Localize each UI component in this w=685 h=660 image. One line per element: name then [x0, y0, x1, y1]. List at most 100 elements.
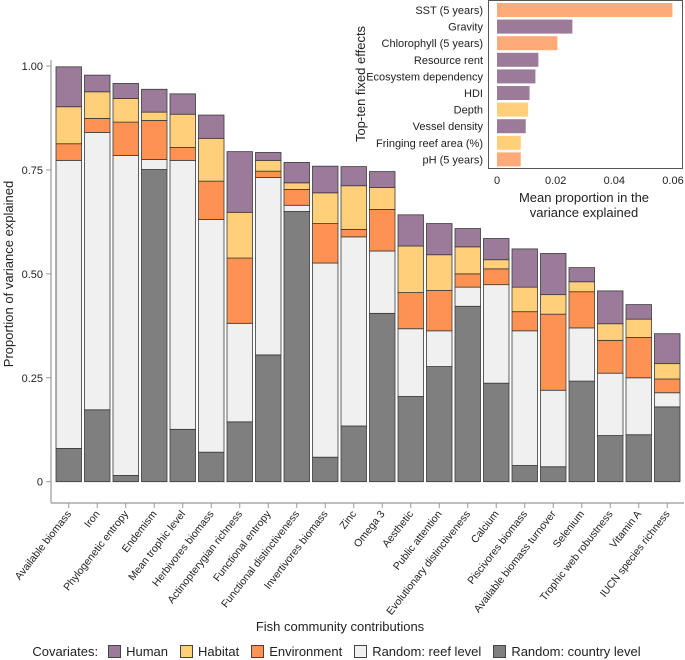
bar-segment	[454, 286, 481, 307]
bar-segment	[369, 186, 396, 210]
bar-segment	[283, 211, 310, 483]
bar-segment	[568, 380, 595, 483]
bar-segment	[198, 114, 225, 139]
bar-segment	[483, 238, 510, 261]
bar-segment	[112, 98, 139, 123]
inset-bar	[497, 119, 526, 134]
bar-segment	[141, 159, 168, 170]
bar-segment	[426, 366, 453, 483]
legend-item-habitat: Habitat	[180, 644, 239, 659]
bar-segment	[141, 120, 168, 160]
bar-segment	[283, 189, 310, 206]
bar-segment	[511, 465, 538, 483]
bar-segment	[112, 475, 139, 483]
legend-label-human: Human	[126, 644, 168, 659]
bar-segment	[312, 165, 339, 194]
bar-segment	[255, 177, 282, 356]
legend-item-random-reef: Random: reef level	[354, 644, 481, 659]
inset-category-label: Fringing reef area (%)	[376, 138, 483, 150]
main-x-axis-label: Fish community contributions	[256, 619, 425, 634]
bar-segment	[283, 182, 310, 190]
bar-segment	[55, 448, 82, 483]
bar-segment	[255, 159, 282, 172]
bar-segment	[112, 121, 139, 156]
bar-segment	[312, 262, 339, 458]
inset-bar	[497, 86, 530, 100]
bar-segment	[112, 83, 139, 99]
legend-swatch-environment	[251, 645, 265, 658]
inset-y-axis-label: Top-ten fixed effects	[353, 25, 368, 142]
bar-segment	[483, 382, 510, 483]
bar-segment	[397, 214, 424, 247]
bar-segment	[426, 223, 453, 256]
bar-segment	[84, 91, 111, 119]
inset-category-label: Gravity	[448, 22, 483, 34]
bar-segment	[397, 328, 424, 397]
bar-segment	[169, 93, 196, 115]
bar-segment	[568, 267, 595, 283]
y-tick-label: 0.50	[22, 269, 43, 281]
bar-segment	[169, 147, 196, 161]
bar-segment	[141, 169, 168, 483]
inset-bar	[497, 52, 539, 67]
legend-title: Covariates:	[32, 644, 99, 659]
inset-category-label: pH (5 years)	[422, 154, 483, 166]
bar-segment	[597, 435, 624, 483]
legend: Covariates: Human Habitat Environment Ra…	[0, 644, 685, 659]
bar-segment	[597, 323, 624, 341]
legend-swatch-random-country	[493, 645, 507, 658]
bar-segment	[141, 88, 168, 113]
bar-segment	[568, 281, 595, 293]
bar-segment	[511, 330, 538, 466]
legend-label-random-reef: Random: reef level	[372, 644, 482, 659]
y-tick-label: 0.75	[22, 165, 43, 177]
bar-segment	[540, 253, 567, 296]
inset-x-tick-label: 0.02	[545, 175, 566, 187]
bar-segment	[84, 117, 111, 133]
legend-swatch-human	[108, 645, 122, 658]
x-tick-label: Available biomass	[13, 508, 74, 582]
bar-segment	[625, 337, 652, 379]
bar-segment	[84, 132, 111, 411]
inset-bar	[497, 102, 529, 117]
bar-segment	[597, 290, 624, 325]
legend-swatch-random-reef	[354, 645, 368, 658]
bar-segment	[540, 294, 567, 315]
bar-segment	[226, 421, 253, 483]
y-tick-label: 0	[37, 477, 43, 489]
inset-bar	[497, 3, 673, 17]
main-y-axis-label: Proportion of variance explained	[1, 181, 16, 367]
bar-segment	[654, 406, 681, 483]
bar-segment	[540, 389, 567, 468]
bar-segment	[198, 180, 225, 220]
bar-segment	[426, 254, 453, 291]
bar-segment	[511, 286, 538, 313]
bar-segment	[397, 292, 424, 330]
bar-segment	[597, 339, 624, 374]
bar-segment	[169, 159, 196, 430]
bar-segment	[255, 152, 282, 161]
bar-segment	[84, 409, 111, 483]
inset-bar	[497, 69, 536, 84]
bar-segment	[169, 113, 196, 148]
bar-segment	[454, 305, 481, 483]
bar-segment	[312, 192, 339, 224]
legend-swatch-habitat	[180, 645, 193, 658]
bar-segment	[625, 304, 652, 320]
bar-segment	[340, 166, 367, 187]
legend-item-random-country: Random: country level	[493, 644, 641, 659]
bar-segment	[568, 291, 595, 329]
bar-segment	[226, 151, 253, 213]
bar-segment	[340, 228, 367, 238]
bar-segment	[55, 159, 82, 449]
inset-category-label: Vessel density	[413, 121, 484, 133]
bar-segment	[198, 137, 225, 182]
bar-segment	[369, 312, 396, 483]
inset-x-axis-label-line1: Mean proportion in the	[519, 190, 649, 205]
bar-segment	[340, 236, 367, 427]
legend-label-random-country: Random: country level	[511, 644, 641, 659]
inset-category-label: Resource rent	[414, 55, 483, 67]
inset-category-label: SST (5 years)	[415, 5, 483, 17]
bar-segment	[654, 392, 681, 408]
